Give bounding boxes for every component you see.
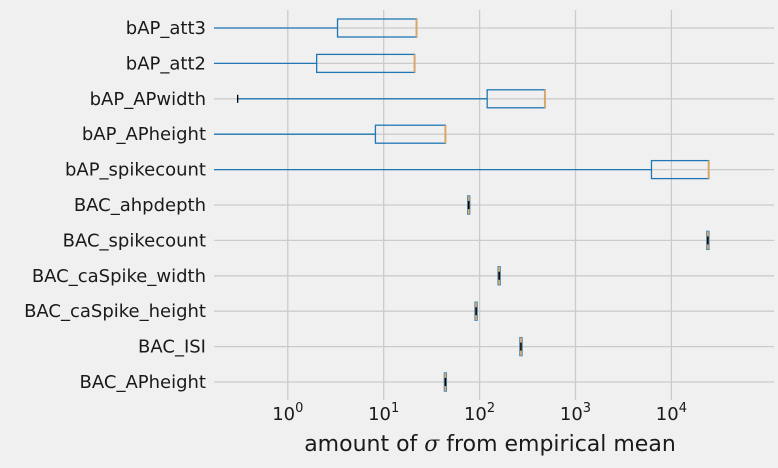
y-tick-label-6: BAC_spikecount — [63, 230, 206, 251]
x-axis-label: amount of σ from empirical mean — [304, 432, 676, 457]
box-BAC_ahpdepth — [467, 195, 471, 215]
x-tick-label-2: 102 — [464, 401, 495, 425]
y-tick-label-0: bAP_att3 — [126, 18, 206, 39]
box-bAP_att2 — [214, 53, 416, 74]
box-bAP_spikecount — [214, 159, 710, 180]
y-tick-labels: bAP_att3 bAP_att2 bAP_APwidth bAP_APheightb… — [24, 18, 206, 393]
x-tick-labels: 100 101 102 103 104 — [272, 401, 687, 425]
y-tick-label-10: BAC_APheight — [80, 372, 206, 393]
grid-lines — [214, 10, 774, 400]
box-BAC_ISI — [519, 336, 523, 357]
y-tick-label-9: BAC_ISI — [138, 337, 206, 358]
x-tick-label-1: 101 — [368, 401, 399, 425]
box-BAC_caSpike_width — [497, 266, 501, 286]
box-layer — [214, 18, 710, 392]
y-tick-label-2: bAP_APwidth — [90, 89, 206, 110]
x-axis-label-suffix: from empirical mean — [439, 432, 675, 457]
y-tick-label-3: bAP_APheight — [82, 124, 206, 145]
x-axis-label-prefix: amount of — [304, 432, 424, 457]
box-bAP_att3 — [214, 18, 418, 38]
y-tick-label-7: BAC_caSpike_width — [32, 266, 206, 287]
box-bAP_APheight — [214, 124, 447, 144]
y-tick-label-1: bAP_att2 — [126, 53, 206, 74]
x-tick-label-3: 103 — [560, 401, 591, 425]
x-tick-label-0: 100 — [272, 401, 303, 425]
x-tick-label-4: 104 — [656, 401, 687, 425]
y-tick-label-5: BAC_ahpdepth — [74, 195, 206, 216]
box-BAC_APheight — [443, 372, 448, 392]
y-tick-label-8: BAC_caSpike_height — [24, 301, 206, 322]
box-BAC_caSpike_height — [474, 301, 478, 321]
y-tick-label-4: bAP_spikecount — [65, 160, 206, 181]
x-axis-label-sigma: σ — [424, 432, 440, 457]
box-BAC_spikecount — [706, 230, 710, 251]
box-bAP_APwidth — [237, 89, 546, 109]
